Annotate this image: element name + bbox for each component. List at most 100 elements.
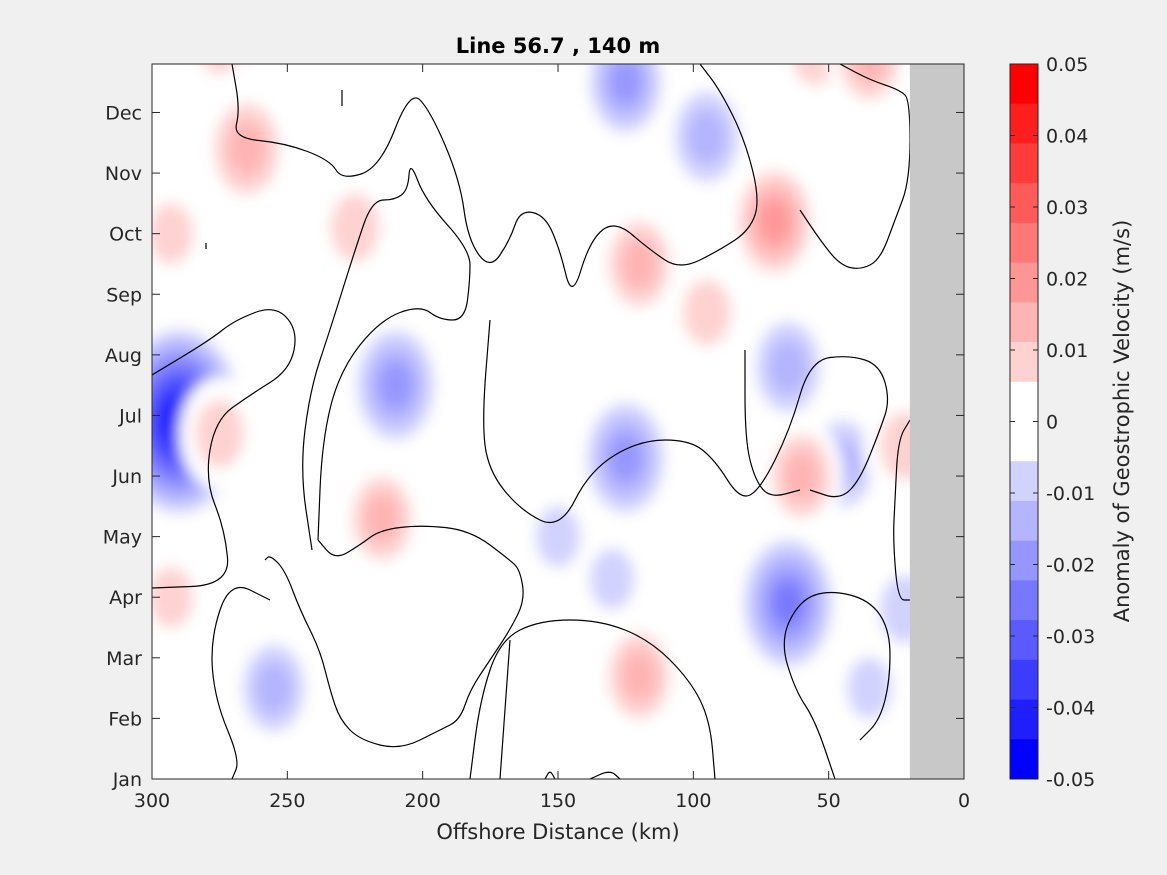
zero-contour-line bbox=[469, 619, 716, 779]
chart-title: Line 56.7 , 140 m bbox=[456, 34, 661, 58]
colorbar-segment bbox=[1010, 342, 1038, 383]
colorbar-tick-label: 0.01 bbox=[1046, 340, 1088, 362]
colorbar-segment bbox=[1010, 540, 1038, 581]
positive-anomaly-patch bbox=[330, 193, 380, 262]
colorbar-segment bbox=[1010, 302, 1038, 343]
colorbar-tick-label: 0.04 bbox=[1046, 126, 1088, 148]
colorbar-segment bbox=[1010, 183, 1038, 224]
negative-anomaly-patch bbox=[235, 0, 313, 51]
colorbar-segment bbox=[1010, 222, 1038, 264]
positive-anomaly-patch bbox=[152, 202, 194, 265]
colorbar-tick-label: -0.04 bbox=[1046, 698, 1095, 720]
colorbar-segment bbox=[1010, 659, 1038, 701]
negative-anomaly-patch bbox=[255, 661, 293, 715]
negative-anomaly-patch bbox=[768, 339, 808, 395]
colorbar-tick-label: -0.05 bbox=[1046, 769, 1095, 791]
colorbar-segment bbox=[1010, 421, 1038, 462]
colorbar-segment bbox=[1010, 739, 1038, 780]
negative-anomaly-patch bbox=[250, 0, 297, 30]
negative-anomaly-patch bbox=[687, 109, 727, 165]
negative-anomaly-patch bbox=[379, 361, 413, 409]
zero-contour-line bbox=[783, 591, 891, 779]
zero-contour-line bbox=[499, 639, 511, 779]
y-tick-label: Feb bbox=[108, 708, 142, 730]
colorbar-tick-label: -0.02 bbox=[1046, 555, 1095, 577]
positive-anomaly-patch bbox=[851, 64, 887, 83]
positive-anomaly-patch bbox=[195, 399, 245, 468]
positive-anomaly-patch bbox=[152, 566, 194, 628]
colorbar-segment bbox=[1010, 381, 1038, 422]
y-tick-label: Jul bbox=[118, 405, 142, 427]
positive-anomaly-patch bbox=[364, 493, 400, 544]
negative-anomaly-patch bbox=[609, 434, 643, 482]
plot-area: 300 250 200 150 100 50 0 Jan Feb Mar Apr May Jun Jul… bbox=[103, 0, 970, 812]
y-tick-label: Sep bbox=[106, 284, 142, 306]
colorbar-tick-label: -0.01 bbox=[1046, 483, 1095, 505]
colorbar-tick-label: 0.03 bbox=[1046, 197, 1088, 219]
colorbar-segment bbox=[1010, 143, 1038, 184]
positive-anomaly-patch bbox=[227, 121, 267, 177]
positive-anomaly-patch bbox=[454, 367, 526, 464]
colorbar-tick-label: -0.03 bbox=[1046, 626, 1095, 648]
y-tick-label: Oct bbox=[109, 224, 142, 246]
zero-contour-line bbox=[893, 419, 911, 601]
negative-anomaly-patch bbox=[846, 657, 892, 719]
zero-contour-line bbox=[231, 64, 758, 287]
positive-anomaly-patch bbox=[759, 199, 790, 244]
no-data-region bbox=[909, 64, 964, 779]
x-tick-label: 200 bbox=[405, 790, 441, 812]
colorbar-segment bbox=[1010, 262, 1038, 303]
y-axis: Jan Feb Mar Apr May Jun Jul Aug Sep Oct Nov Dec bbox=[103, 102, 964, 791]
zero-contour-line bbox=[483, 319, 889, 524]
x-tick-label: 300 bbox=[134, 790, 170, 812]
anomaly-field bbox=[152, 0, 946, 750]
negative-anomaly-patch bbox=[589, 548, 635, 610]
colorbar-segment bbox=[1010, 461, 1038, 502]
zero-contour-line bbox=[211, 586, 271, 779]
positive-anomaly-patch bbox=[792, 64, 838, 86]
colorbar-segment bbox=[1010, 699, 1038, 740]
x-axis: 300 250 200 150 100 50 0 bbox=[134, 64, 970, 812]
y-tick-label: Dec bbox=[105, 102, 142, 124]
negative-anomaly-patch bbox=[535, 505, 581, 568]
y-tick-label: May bbox=[103, 527, 142, 549]
colorbar-segment bbox=[1010, 620, 1038, 661]
positive-anomaly-patch bbox=[202, 64, 237, 74]
x-tick-label: 0 bbox=[958, 790, 970, 812]
y-tick-label: Jan bbox=[112, 769, 142, 791]
x-axis-label: Offshore Distance (km) bbox=[436, 820, 679, 844]
negative-anomaly-patch bbox=[773, 582, 803, 625]
positive-anomaly-patch bbox=[682, 279, 731, 346]
positive-anomaly-patch bbox=[620, 650, 658, 702]
positive-anomaly-patch bbox=[494, 153, 568, 254]
zero-contour-lines bbox=[152, 64, 911, 779]
colorbar-tick-label: 0 bbox=[1046, 412, 1058, 434]
y-tick-label: Nov bbox=[105, 163, 142, 185]
y-tick-label: Aug bbox=[105, 345, 142, 367]
zero-contour-line bbox=[744, 350, 801, 496]
positive-anomaly-patch bbox=[783, 451, 820, 501]
zero-contour-line bbox=[264, 525, 524, 748]
y-tick-label: Apr bbox=[109, 587, 142, 609]
y-tick-label: Mar bbox=[106, 648, 142, 670]
x-tick-label: 150 bbox=[540, 790, 576, 812]
colorbar-tick-label: 0.02 bbox=[1046, 269, 1088, 291]
negative-anomaly-patch bbox=[520, 64, 569, 76]
colorbar-segment bbox=[1010, 103, 1038, 144]
zero-contour-line bbox=[152, 309, 296, 589]
zero-contour-line bbox=[799, 64, 911, 269]
x-tick-label: 100 bbox=[675, 790, 711, 812]
colorbar: 0.05 0.04 0.03 0.02 0.01 0 -0.01 -0.02 -0.03 -0.0… bbox=[1009, 54, 1095, 791]
colorbar-segment bbox=[1010, 500, 1038, 542]
zero-contour-line bbox=[302, 168, 471, 551]
y-tick-label: Jun bbox=[111, 466, 142, 488]
negative-anomaly-patch bbox=[610, 64, 642, 104]
x-tick-label: 250 bbox=[269, 790, 305, 812]
colorbar-label: Anomaly of Geostrophic Velocity (m/s) bbox=[1110, 220, 1134, 623]
colorbar-segment bbox=[1010, 580, 1038, 621]
colorbar-tick-label: 0.05 bbox=[1046, 54, 1088, 76]
colorbar-segment bbox=[1010, 64, 1038, 105]
x-tick-label: 50 bbox=[817, 790, 841, 812]
positive-anomaly-patch bbox=[620, 238, 658, 290]
